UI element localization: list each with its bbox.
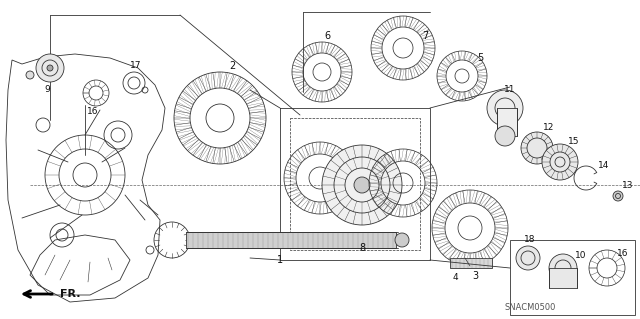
Text: FR.: FR. <box>60 289 81 299</box>
Text: 7: 7 <box>422 31 428 41</box>
Text: 14: 14 <box>598 161 610 170</box>
Circle shape <box>26 71 34 79</box>
Bar <box>186 232 396 248</box>
Text: 8: 8 <box>359 243 365 253</box>
Bar <box>450 258 492 268</box>
Text: 9: 9 <box>44 85 50 94</box>
Circle shape <box>516 246 540 270</box>
Circle shape <box>395 233 409 247</box>
Text: 1: 1 <box>277 255 283 265</box>
Text: 17: 17 <box>131 62 141 70</box>
Circle shape <box>322 145 402 225</box>
Circle shape <box>542 144 578 180</box>
Text: 11: 11 <box>504 85 516 94</box>
Circle shape <box>521 132 553 164</box>
Text: 5: 5 <box>477 53 483 63</box>
Circle shape <box>487 90 523 126</box>
Text: 3: 3 <box>472 271 478 281</box>
Circle shape <box>495 126 515 146</box>
Circle shape <box>36 54 64 82</box>
Text: SNACM0500: SNACM0500 <box>504 303 556 313</box>
Bar <box>510 240 635 315</box>
Text: 18: 18 <box>524 235 536 244</box>
Text: 15: 15 <box>568 137 580 146</box>
Circle shape <box>47 65 53 71</box>
Text: 4: 4 <box>452 273 458 283</box>
Text: 2: 2 <box>229 61 235 71</box>
Text: 6: 6 <box>324 31 330 41</box>
Circle shape <box>549 254 577 282</box>
Bar <box>549 268 577 288</box>
Text: 13: 13 <box>622 182 634 190</box>
Circle shape <box>613 191 623 201</box>
Text: 16: 16 <box>617 249 628 257</box>
Text: 10: 10 <box>575 251 587 261</box>
Circle shape <box>354 177 370 193</box>
Bar <box>290 118 420 250</box>
Bar <box>497 108 517 136</box>
Text: 16: 16 <box>87 108 99 116</box>
Text: 12: 12 <box>543 123 555 132</box>
